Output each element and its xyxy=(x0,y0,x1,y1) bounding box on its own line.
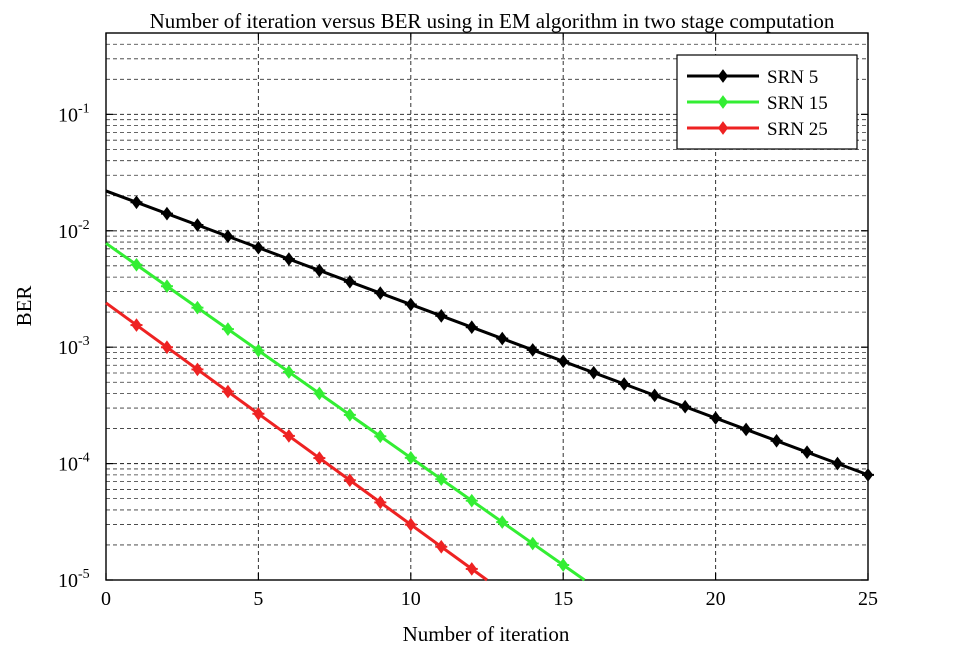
data-point-marker xyxy=(191,218,204,232)
legend-label: SRN 15 xyxy=(767,93,828,114)
data-point-marker xyxy=(648,388,661,403)
y-axis-label: BER xyxy=(12,286,36,327)
series-srn-25 xyxy=(105,301,488,582)
data-point-marker xyxy=(343,274,356,289)
data-point-marker xyxy=(252,343,265,358)
x-axis-label: Number of iteration xyxy=(403,622,570,646)
data-point-marker xyxy=(343,408,356,422)
data-point-marker xyxy=(221,384,234,399)
data-point-marker xyxy=(282,365,295,379)
y-tick-label: 10-1 xyxy=(58,101,90,126)
x-tick-label: 5 xyxy=(253,588,263,610)
data-point-marker xyxy=(831,456,844,471)
data-point-marker xyxy=(557,354,570,369)
y-tick-label: 10-4 xyxy=(58,451,90,476)
legend-item: SRN 15 xyxy=(687,93,828,114)
data-point-marker xyxy=(160,340,173,355)
data-point-marker xyxy=(496,331,509,346)
series-line xyxy=(105,189,869,477)
data-point-marker xyxy=(435,309,448,323)
data-point-marker xyxy=(221,322,234,336)
data-point-marker xyxy=(160,206,173,221)
data-point-marker xyxy=(130,195,143,210)
data-point-marker xyxy=(313,263,326,278)
x-tick-label: 10 xyxy=(401,588,421,610)
data-point-marker xyxy=(618,377,631,391)
data-point-marker xyxy=(435,539,448,554)
data-point-marker xyxy=(801,445,814,459)
data-point-marker xyxy=(526,343,539,357)
y-tick-label: 10-5 xyxy=(58,567,90,592)
grid xyxy=(105,33,869,581)
data-point-marker xyxy=(374,429,387,444)
data-point-marker xyxy=(191,362,204,377)
series-line xyxy=(105,301,488,582)
legend-marker xyxy=(717,69,729,83)
data-point-marker xyxy=(221,229,234,244)
legend-label: SRN 5 xyxy=(767,67,818,88)
data-point-marker xyxy=(374,286,387,300)
data-point-marker xyxy=(130,257,143,272)
series-srn-15 xyxy=(105,242,586,582)
data-point-marker xyxy=(404,517,417,532)
data-point-marker xyxy=(130,318,143,332)
data-point-marker xyxy=(435,472,448,487)
data-point-marker xyxy=(252,406,265,421)
legend: SRN 5 SRN 15 SRN 25 xyxy=(676,54,858,150)
y-tick-labels: 10-5 10-4 10-3 10-2 10-1 xyxy=(58,101,90,592)
x-tick-label: 15 xyxy=(553,588,573,610)
y-tick-label: 10-3 xyxy=(58,334,90,359)
data-point-marker xyxy=(465,320,478,335)
legend-item: SRN 5 xyxy=(687,67,818,88)
series-srn-5 xyxy=(105,189,874,482)
x-tick-label: 25 xyxy=(858,588,878,610)
data-point-marker xyxy=(313,451,326,465)
x-tick-label: 20 xyxy=(706,588,726,610)
data-point-marker xyxy=(557,558,570,572)
legend-marker xyxy=(717,95,729,109)
chart-title: Number of iteration versus BER using in … xyxy=(150,9,835,33)
data-point-marker xyxy=(343,473,356,488)
legend-label: SRN 25 xyxy=(767,119,828,140)
data-point-marker xyxy=(526,536,539,551)
data-point-marker xyxy=(404,297,417,312)
data-point-marker xyxy=(282,429,295,443)
y-tick-label: 10-2 xyxy=(58,218,90,243)
data-point-marker xyxy=(191,300,204,315)
data-point-marker xyxy=(465,493,478,508)
data-point-marker xyxy=(862,468,874,482)
data-point-marker xyxy=(770,433,783,448)
data-point-marker xyxy=(282,252,295,266)
data-point-marker xyxy=(404,450,417,465)
legend-marker xyxy=(717,121,729,135)
data-point-marker xyxy=(740,422,753,437)
series-layer xyxy=(105,189,874,582)
legend-item: SRN 25 xyxy=(687,119,828,140)
data-point-marker xyxy=(496,515,509,529)
data-point-marker xyxy=(679,399,692,414)
x-tick-label: 0 xyxy=(101,588,111,610)
data-point-marker xyxy=(587,365,600,380)
series-line xyxy=(105,242,586,582)
data-point-marker xyxy=(252,240,265,255)
data-point-marker xyxy=(709,411,722,425)
x-tick-labels: 0 5 10 15 20 25 xyxy=(101,588,878,610)
data-point-marker xyxy=(374,495,387,510)
data-point-marker xyxy=(160,279,173,294)
data-point-marker xyxy=(465,562,478,576)
data-point-marker xyxy=(313,386,326,401)
